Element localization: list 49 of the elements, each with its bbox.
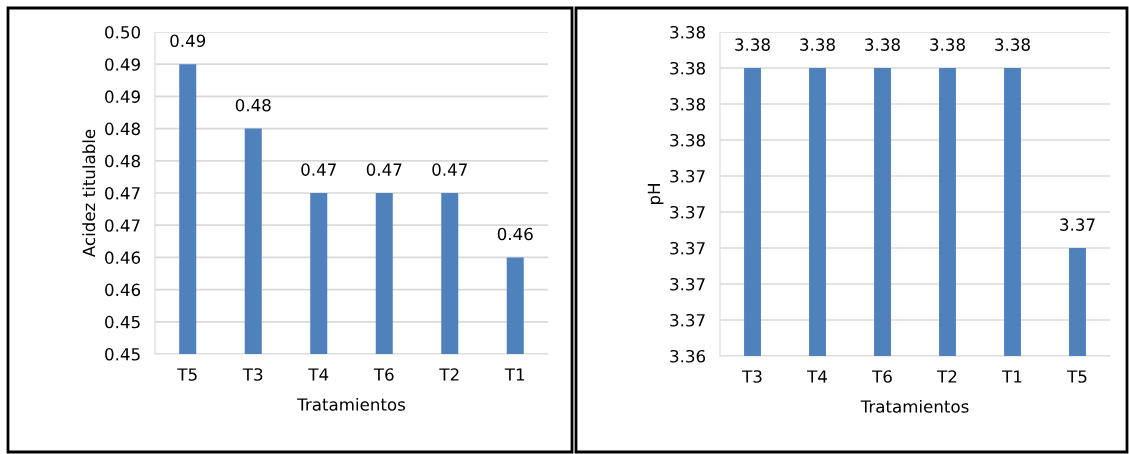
- x-tick-label: T2: [937, 370, 957, 383]
- y-tick-label: 3.38: [670, 25, 705, 39]
- x-axis-title: Tratamientos: [297, 397, 406, 411]
- data-label: 3.38: [735, 38, 770, 51]
- x-tick-label: T6: [373, 368, 394, 381]
- y-tick-label: 0.47: [105, 219, 140, 232]
- x-tick-label: T5: [1067, 370, 1087, 383]
- y-tick-label: 3.38: [670, 61, 705, 75]
- data-label: 0.47: [366, 163, 402, 176]
- data-label: 0.47: [432, 163, 467, 176]
- x-tick-label: T4: [308, 368, 329, 381]
- x-tick-label: T1: [504, 368, 525, 381]
- data-label: 0.49: [170, 34, 206, 48]
- y-tick-label: 0.48: [105, 122, 140, 136]
- data-label: 3.37: [1060, 218, 1095, 231]
- y-tick-label: 3.37: [670, 205, 705, 219]
- x-tick-label: T5: [177, 368, 197, 381]
- data-label: 3.38: [800, 38, 835, 51]
- y-tick-label: 0.46: [105, 251, 141, 264]
- y-tick-label: 0.46: [105, 283, 141, 297]
- x-tick-label: T3: [742, 370, 762, 383]
- y-tick-label: 0.45: [105, 315, 140, 329]
- y-tick-label: 3.37: [670, 313, 705, 327]
- y-tick-label: 0.48: [105, 154, 140, 168]
- data-label: 3.38: [995, 38, 1030, 51]
- y-tick-label: 0.50: [105, 25, 140, 39]
- data-label: 0.46: [497, 227, 533, 241]
- data-label: 3.38: [930, 38, 965, 51]
- y-tick-label: 3.36: [670, 349, 706, 363]
- y-tick-label: 0.45: [105, 347, 140, 361]
- y-tick-label: 0.49: [105, 58, 140, 71]
- x-tick-label: T1: [1002, 370, 1022, 383]
- y-tick-label: 3.37: [670, 241, 705, 255]
- y-tick-label: 3.38: [670, 97, 705, 111]
- x-tick-label: T4: [807, 370, 827, 383]
- y-tick-label: 0.47: [105, 186, 140, 200]
- data-label: 3.38: [865, 38, 900, 51]
- x-tick-label: T2: [439, 368, 459, 381]
- x-axis-title: Tratamientos: [860, 399, 969, 413]
- data-label: 0.47: [301, 163, 336, 176]
- x-tick-label: T6: [872, 370, 892, 383]
- y-tick-label: 3.38: [670, 133, 705, 147]
- y-axis-title: pH: [647, 184, 664, 205]
- x-tick-label: T3: [242, 368, 263, 381]
- data-label: 0.48: [235, 98, 271, 112]
- y-tick-label: 3.37: [670, 169, 705, 183]
- y-tick-label: 0.49: [105, 90, 140, 103]
- y-tick-label: 3.37: [670, 277, 705, 291]
- y-axis-title: Acidez titulable: [82, 129, 96, 258]
